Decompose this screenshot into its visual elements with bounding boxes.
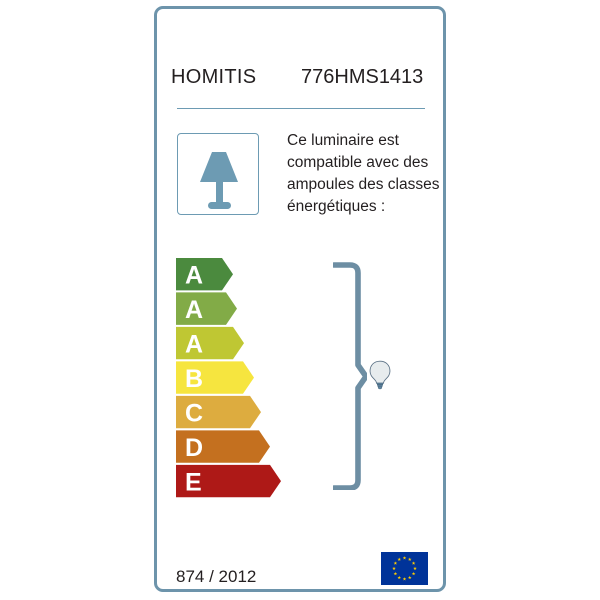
svg-text:A: A	[185, 331, 203, 359]
svg-text:E: E	[185, 469, 202, 497]
svg-text:B: B	[185, 365, 203, 393]
svg-text:C: C	[185, 400, 203, 428]
svg-text:A: A	[185, 296, 203, 324]
svg-text:D: D	[185, 434, 203, 462]
svg-text:A: A	[185, 262, 203, 290]
